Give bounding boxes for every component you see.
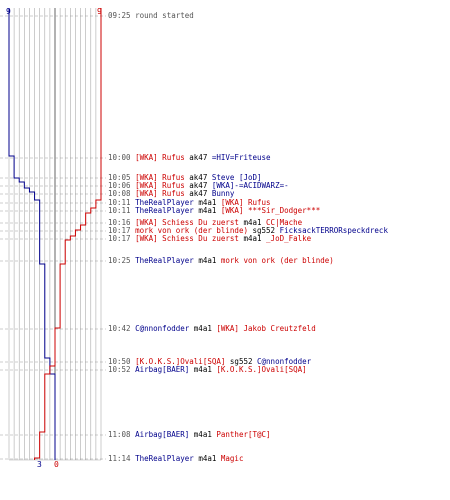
weapon-name: m4a1 [193, 324, 212, 333]
blue-start-score: 9 [6, 7, 11, 16]
event-row: 10:16 [WKA] Schiess Du zuerst m4a1 CC|Ma… [108, 218, 302, 228]
player-name: [K.O.K.S.]Ovali[SQA] [216, 365, 307, 374]
event-row: 10:42 C@nnonfodder m4a1 [WKA] Jakob Creu… [108, 324, 316, 334]
event-time: 10:06 [108, 181, 131, 190]
player-name: Airbag[BAER] [135, 430, 190, 439]
player-name: [WKA]-=ACIDWARZ=- [211, 181, 289, 190]
player-name: CC|Mache [266, 218, 303, 227]
player-name: TheRealPlayer [135, 206, 194, 215]
player-name: FicksackTERRORspeckdreck [279, 226, 388, 235]
weapon-name: m4a1 [198, 198, 217, 207]
event-row: 10:11 TheRealPlayer m4a1 [WKA] ***Sir_Do… [108, 206, 320, 216]
player-name: [WKA] Jakob Creutzfeld [216, 324, 316, 333]
player-name: C@nnonfodder [135, 324, 190, 333]
weapon-name: ak47 [189, 189, 208, 198]
red-start-score: 9 [97, 7, 102, 16]
player-name: Panther[T@C] [216, 430, 271, 439]
event-dash-lines [0, 15, 106, 460]
event-row: 10:08 [WKA] Rufus ak47 Bunny [108, 189, 234, 199]
weapon-name: ak47 [189, 181, 208, 190]
player-name: =HIV=Friteuse [211, 153, 271, 162]
event-row: 10:05 [WKA] Rufus ak47 Steve [JoD] [108, 173, 262, 183]
event-time: 10:42 [108, 324, 131, 333]
event-time: 10:05 [108, 173, 131, 182]
event-time: 09:25 [108, 11, 131, 20]
event-row: 10:25 TheRealPlayer m4a1 mork von ork (d… [108, 256, 334, 266]
event-time: 10:08 [108, 189, 131, 198]
event-time: 10:17 [108, 226, 131, 235]
event-row: 10:00 [WKA] Rufus ak47 =HIV=Friteuse [108, 153, 271, 163]
weapon-name: ak47 [189, 153, 208, 162]
weapon-name: sg552 [252, 226, 276, 235]
player-name: TheRealPlayer [135, 454, 194, 463]
event-time: 10:25 [108, 256, 131, 265]
player-name: Bunny [211, 189, 235, 198]
event-row: 10:17 [WKA] Schiess Du zuerst m4a1 _JoD_… [108, 234, 311, 244]
event-time: 11:08 [108, 430, 131, 439]
event-row: 10:06 [WKA] Rufus ak47 [WKA]-=ACIDWARZ=- [108, 181, 289, 191]
event-time: 10:11 [108, 198, 131, 207]
player-name: [WKA] Schiess Du zuerst [135, 218, 239, 227]
player-name: _JoD_Falke [266, 234, 312, 243]
event-time: 10:52 [108, 365, 131, 374]
player-name: TheRealPlayer [135, 198, 194, 207]
event-time: 10:00 [108, 153, 131, 162]
player-name: Steve [JoD] [211, 173, 262, 182]
weapon-name: ak47 [189, 173, 208, 182]
red-end-score: 0 [54, 460, 59, 469]
player-name: Airbag[BAER] [135, 365, 190, 374]
weapon-name: m4a1 [193, 365, 212, 374]
weapon-name: m4a1 [198, 256, 217, 265]
event-time: 10:16 [108, 218, 131, 227]
player-name: [WKA] Schiess Du zuerst [135, 234, 239, 243]
weapon-name: m4a1 [243, 218, 262, 227]
event-row: 09:25 round started [108, 11, 194, 21]
player-name: [K.O.K.S.]Ovali[SQA] [135, 357, 226, 366]
event-time: 11:14 [108, 454, 131, 463]
weapon-name: m4a1 [198, 206, 217, 215]
event-row: 10:17 mork von ork (der blinde) sg552 Fi… [108, 226, 388, 236]
weapon-name: m4a1 [193, 430, 212, 439]
event-message: round started [135, 11, 194, 20]
weapon-name: m4a1 [243, 234, 262, 243]
player-name: mork von ork (der blinde) [135, 226, 248, 235]
event-row: 11:14 TheRealPlayer m4a1 Magic [108, 454, 243, 464]
weapon-name: sg552 [229, 357, 253, 366]
red-team-score-line [34, 8, 102, 460]
player-name: [WKA] ***Sir_Dodger*** [220, 206, 321, 215]
player-name: TheRealPlayer [135, 256, 194, 265]
event-row: 11:08 Airbag[BAER] m4a1 Panther[T@C] [108, 430, 271, 440]
player-name: C@nnonfodder [257, 357, 312, 366]
blue-end-score: 3 [37, 460, 42, 469]
event-row: 10:52 Airbag[BAER] m4a1 [K.O.K.S.]Ovali[… [108, 365, 307, 375]
player-name: Magic [220, 454, 244, 463]
player-name: [WKA] Rufus [135, 181, 185, 190]
player-name: [WKA] Rufus [135, 173, 185, 182]
player-name: [WKA] Rufus [135, 153, 185, 162]
blue-team-score-line [8, 8, 56, 460]
event-time: 10:17 [108, 234, 131, 243]
event-row: 10:11 TheRealPlayer m4a1 [WKA] Rufus [108, 198, 271, 208]
player-name: [WKA] Rufus [220, 198, 271, 207]
event-row: 10:50 [K.O.K.S.]Ovali[SQA] sg552 C@nnonf… [108, 357, 311, 367]
player-name: [WKA] Rufus [135, 189, 185, 198]
player-name: mork von ork (der blinde) [220, 256, 334, 265]
weapon-name: m4a1 [198, 454, 217, 463]
event-time: 10:11 [108, 206, 131, 215]
event-time: 10:50 [108, 357, 131, 366]
